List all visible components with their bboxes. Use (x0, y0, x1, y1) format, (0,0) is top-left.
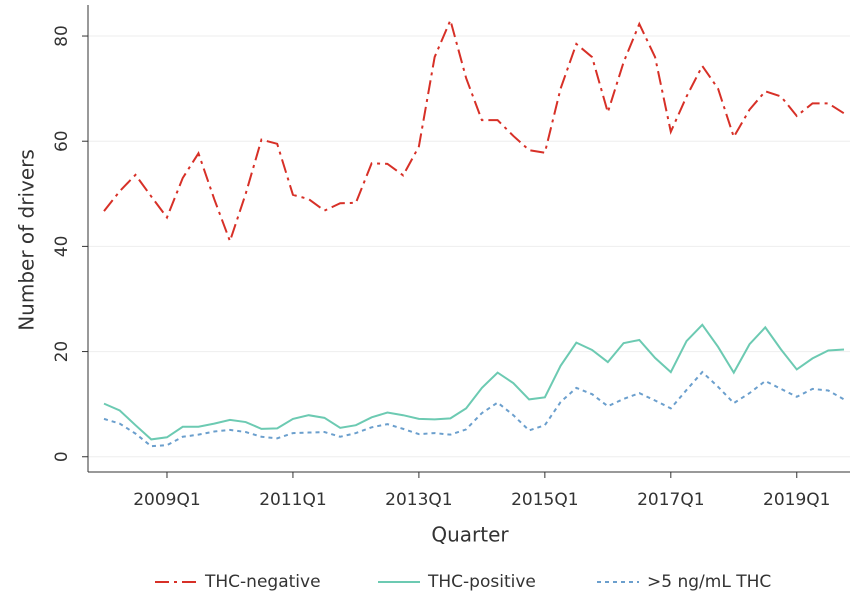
x-tick-label: 2015Q1 (511, 490, 578, 510)
series-line (103, 323, 845, 441)
series-line (103, 370, 845, 448)
legend-label: THC-negative (204, 572, 321, 592)
x-axis-title: Quarter (431, 523, 509, 547)
y-tick-label: 40 (52, 236, 72, 258)
legend-label: THC-positive (427, 572, 536, 592)
x-tick-label: 2013Q1 (385, 490, 452, 510)
y-tick-label: 60 (52, 130, 72, 152)
y-tick-label: 0 (52, 451, 72, 462)
y-tick-label: 80 (52, 25, 72, 47)
x-tick-label: 2009Q1 (133, 490, 200, 510)
legend-label: >5 ng/mL THC (647, 572, 771, 592)
y-axis-title: Number of drivers (15, 149, 39, 331)
x-tick-label: 2017Q1 (637, 490, 704, 510)
series-line (103, 17, 845, 245)
x-tick-label: 2011Q1 (259, 490, 326, 510)
x-tick-label: 2019Q1 (763, 490, 830, 510)
y-tick-label: 20 (52, 341, 72, 363)
